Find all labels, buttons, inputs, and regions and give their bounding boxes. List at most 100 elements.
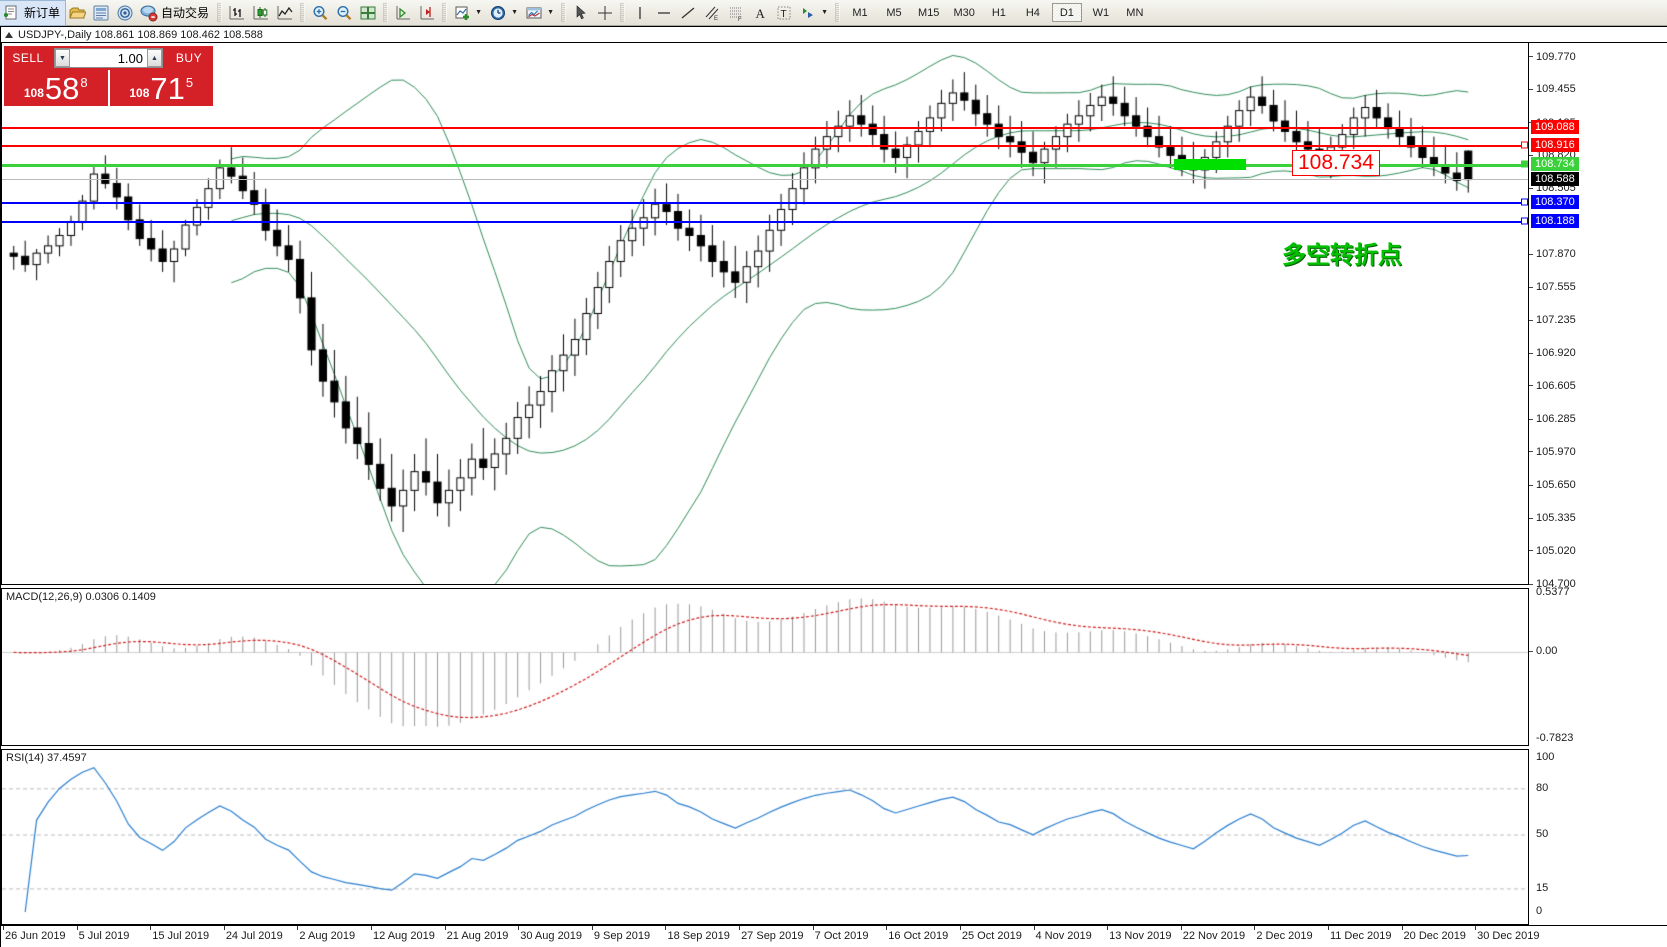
time-axis-mark — [1254, 926, 1256, 930]
level-line-pivot-line[interactable] — [2, 164, 1528, 168]
time-axis-tick: 16 Oct 2019 — [888, 930, 949, 942]
time-axis-mark — [223, 926, 225, 930]
time-axis-tick: 30 Aug 2019 — [520, 930, 583, 942]
fibonacci-tool[interactable]: F — [724, 1, 748, 25]
timeframe-d1-button[interactable]: D1 — [1051, 3, 1082, 22]
sell-button[interactable]: SELL — [12, 51, 44, 65]
indicators-button[interactable]: ▼ — [450, 1, 486, 25]
time-axis-mark — [1401, 926, 1403, 930]
price-tag-support-1[interactable]: 108.370 — [1531, 195, 1579, 210]
main-toolbar: 新订单 — [0, 0, 1667, 26]
timeframe-m5-button[interactable]: M5 — [886, 6, 902, 19]
text-tool[interactable]: A — [748, 1, 772, 25]
level-line-resistance-1[interactable] — [2, 145, 1528, 148]
one-click-trading-panel[interactable]: SELL ▼ 1.00 ▲ BUY 108 58 8 108 71 — [3, 45, 214, 107]
price-axis-tick: 105.970 — [1529, 446, 1576, 458]
line-chart-icon — [276, 4, 294, 22]
period-button[interactable]: ▼ — [486, 1, 522, 25]
volume-decrease-button[interactable]: ▼ — [55, 49, 70, 67]
price-pane[interactable]: 108.734 多空转折点 — [1, 42, 1529, 585]
level-handle-support-1[interactable] — [1521, 198, 1528, 206]
chevron-down-icon[interactable]: ▼ — [511, 9, 518, 16]
volume-stepper[interactable]: ▼ 1.00 ▲ — [54, 48, 163, 68]
buy-button[interactable]: BUY — [175, 51, 203, 65]
timeframe-w1-button[interactable]: W1 — [1092, 6, 1110, 19]
level-line-support-2[interactable] — [2, 221, 1528, 224]
trendline-tool[interactable] — [676, 1, 700, 25]
collapse-icon[interactable] — [5, 31, 13, 38]
timeframe-m15-button[interactable]: M15 — [918, 6, 940, 19]
level-line-support-1[interactable] — [2, 202, 1528, 205]
price-tag-resistance-1[interactable]: 108.916 — [1531, 138, 1579, 153]
time-axis-tick: 27 Sep 2019 — [741, 930, 804, 942]
price-callout-label[interactable]: 108.734 — [1292, 150, 1380, 177]
price-tag-current-price[interactable]: 108.588 — [1531, 172, 1579, 187]
new-order-button[interactable]: 新订单 — [0, 0, 67, 26]
price-tag-resistance-2[interactable]: 109.088 — [1531, 120, 1579, 135]
time-axis-tick: 13 Nov 2019 — [1109, 930, 1172, 942]
auto-scroll-button[interactable] — [391, 1, 415, 25]
templates-button[interactable]: ▼ — [522, 1, 558, 25]
level-handle-support-2[interactable] — [1521, 217, 1528, 225]
volume-increase-button[interactable]: ▲ — [147, 49, 162, 67]
line-chart-button[interactable] — [273, 1, 297, 25]
equidistant-channel-tool[interactable]: E — [700, 1, 724, 25]
buy-price[interactable]: 108 71 5 — [110, 70, 214, 106]
crosshair-tool[interactable] — [593, 1, 617, 25]
buy-price-integer: 108 — [129, 86, 150, 100]
macd-pane[interactable]: MACD(12,26,9) 0.0306 0.1409 — [1, 588, 1529, 746]
autotrading-button[interactable]: 自动交易 — [137, 1, 214, 25]
signals-button[interactable] — [113, 1, 137, 25]
chart-shift-icon — [418, 4, 436, 22]
volume-input[interactable]: 1.00 — [117, 50, 143, 66]
template-icon — [525, 4, 543, 22]
bar-chart-button[interactable] — [225, 1, 249, 25]
crosshair-icon — [596, 4, 614, 22]
rsi-pane[interactable]: RSI(14) 37.4597 — [1, 749, 1529, 925]
chevron-down-icon[interactable]: ▼ — [475, 9, 482, 16]
timeframe-h4-button[interactable]: H4 — [1025, 6, 1040, 19]
chart-shift-button[interactable] — [415, 1, 439, 25]
time-axis-tick: 25 Oct 2019 — [961, 930, 1022, 942]
shapes-tool[interactable]: ▼ — [796, 1, 832, 25]
expert-advisors-button[interactable] — [65, 1, 89, 25]
text-label-icon: T — [775, 4, 793, 22]
zoom-out-button[interactable] — [332, 1, 356, 25]
sell-price[interactable]: 108 58 8 — [4, 70, 108, 106]
time-axis-mark — [959, 926, 961, 930]
position-marker[interactable] — [1174, 159, 1246, 171]
timeframe-m30-button[interactable]: M30 — [953, 6, 975, 19]
timeframe-m1-button[interactable]: M1 — [852, 6, 868, 19]
time-axis-tick: 26 Jun 2019 — [5, 930, 66, 942]
time-axis-mark — [591, 926, 593, 930]
timeframe-mn-button[interactable]: MN — [1126, 6, 1144, 19]
zoom-in-button[interactable] — [308, 1, 332, 25]
level-handle-pivot-line[interactable] — [1521, 160, 1528, 168]
level-line-resistance-2[interactable] — [2, 127, 1528, 130]
tile-windows-button[interactable] — [356, 1, 380, 25]
candlestick-chart-button[interactable] — [249, 1, 273, 25]
text-label-tool[interactable]: T — [772, 1, 796, 25]
price-axis-tick: 106.605 — [1529, 380, 1576, 392]
timeframe-h1-button[interactable]: H1 — [991, 6, 1006, 19]
vertical-line-tool[interactable] — [628, 1, 652, 25]
horizontal-line-tool[interactable] — [652, 1, 676, 25]
chevron-down-icon[interactable]: ▼ — [547, 9, 554, 16]
price-axis[interactable]: 109.770109.455109.135108.820108.505107.8… — [1529, 42, 1667, 590]
chart-window: USDJPY-,Daily 108.861 108.869 108.462 10… — [0, 26, 1667, 947]
time-axis-mark — [1327, 926, 1329, 930]
data-window-button[interactable] — [89, 1, 113, 25]
time-axis-tick: 2 Dec 2019 — [1256, 930, 1313, 942]
macd-axis-tick: -0.7823 — [1536, 732, 1574, 744]
level-handle-resistance-1[interactable] — [1521, 141, 1528, 149]
chart-text-annotation[interactable]: 多空转折点 — [1282, 241, 1402, 270]
time-axis[interactable]: 26 Jun 2019 5 Jul 2019 15 Jul 2019 24 Jul 2… — [1, 925, 1667, 947]
chevron-down-icon[interactable]: ▼ — [821, 9, 828, 16]
macd-canvas — [2, 589, 1528, 745]
price-axis-tick: 107.555 — [1529, 281, 1576, 293]
clock-icon — [489, 4, 507, 22]
new-order-label: 新订单 — [24, 6, 61, 20]
cursor-tool[interactable] — [569, 1, 593, 25]
price-tag-support-2[interactable]: 108.188 — [1531, 214, 1579, 229]
price-tag-pivot-line[interactable]: 108.734 — [1531, 157, 1579, 172]
